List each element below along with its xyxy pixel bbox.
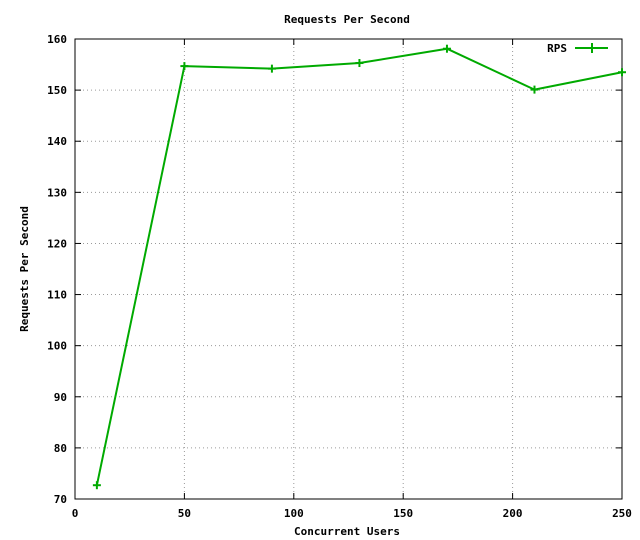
- x-tick-label: 200: [503, 507, 523, 520]
- x-tick-label: 250: [612, 507, 632, 520]
- y-tick-label: 80: [54, 442, 67, 455]
- data-point-marker: [355, 59, 364, 68]
- y-tick-label: 90: [54, 391, 67, 404]
- y-axis-label: Requests Per Second: [18, 206, 31, 332]
- data-point-marker: [92, 481, 101, 490]
- plot-border: [74, 38, 623, 500]
- y-tick-label: 140: [47, 135, 67, 148]
- y-tick-label: 150: [47, 84, 67, 97]
- y-tick-label: 130: [47, 186, 67, 199]
- legend: RPS: [547, 42, 608, 55]
- x-ticks: 0 50 100 150 200 250: [72, 39, 632, 520]
- legend-label: RPS: [547, 42, 567, 55]
- y-tick-label: 70: [54, 493, 67, 506]
- x-tick-label: 0: [72, 507, 79, 520]
- x-axis-label: Concurrent Users: [294, 525, 400, 538]
- x-tick-label: 150: [393, 507, 413, 520]
- data-point-marker: [618, 68, 626, 77]
- plot-area: [75, 39, 622, 499]
- x-tick-label: 50: [178, 507, 191, 520]
- axes: [74, 38, 623, 500]
- series-layer: [92, 44, 626, 490]
- y-tick-label: 160: [47, 33, 67, 46]
- chart-title-group: Requests Per Second: [284, 13, 410, 26]
- data-point-marker: [267, 64, 276, 73]
- y-tick-label: 110: [47, 289, 67, 302]
- grid-lines: [75, 39, 622, 499]
- plot-background: [75, 39, 622, 499]
- data-point-marker: [180, 62, 189, 71]
- chart-title: Requests Per Second: [284, 13, 410, 26]
- axis-labels: Concurrent Users Requests Per Second: [18, 206, 400, 538]
- y-tick-label: 100: [47, 340, 67, 353]
- data-point-marker: [442, 44, 451, 53]
- data-point-marker: [530, 85, 539, 94]
- x-tick-label: 100: [284, 507, 304, 520]
- y-tick-label: 120: [47, 237, 67, 250]
- y-ticks: 70 80 90 100 110 120 130 140 150 160: [47, 33, 622, 506]
